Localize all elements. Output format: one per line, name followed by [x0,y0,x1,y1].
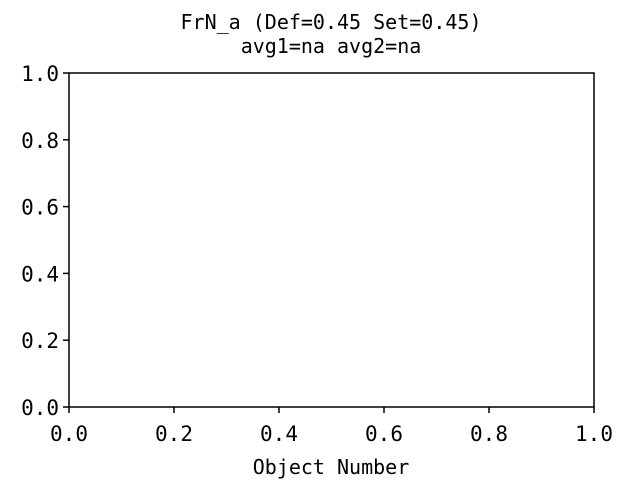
x-tick-label: 1.0 [575,422,613,446]
chart-subtitle: avg1=na avg2=na [241,34,422,58]
plot-area [68,72,595,408]
y-tick-label: 0.6 [21,196,59,220]
y-tick-label: 0.2 [21,329,59,353]
y-tick-label: 0.4 [21,262,59,286]
x-tick-label: 0.4 [260,422,298,446]
chart-title: FrN_a (Def=0.45 Set=0.45) [180,10,481,34]
y-tick-label: 1.0 [21,62,59,86]
x-axis: 0.0 0.2 0.4 0.6 0.8 1.0 [50,407,613,446]
x-tick-label: 0.6 [365,422,403,446]
y-tick-label: 0.0 [21,396,59,420]
x-tick-label: 0.0 [50,422,88,446]
y-axis: 0.0 0.2 0.4 0.6 0.8 1.0 [21,62,69,420]
y-tick-label: 0.8 [21,129,59,153]
x-axis-label: Object Number [253,455,410,479]
x-tick-label: 0.8 [470,422,508,446]
x-tick-label: 0.2 [155,422,193,446]
